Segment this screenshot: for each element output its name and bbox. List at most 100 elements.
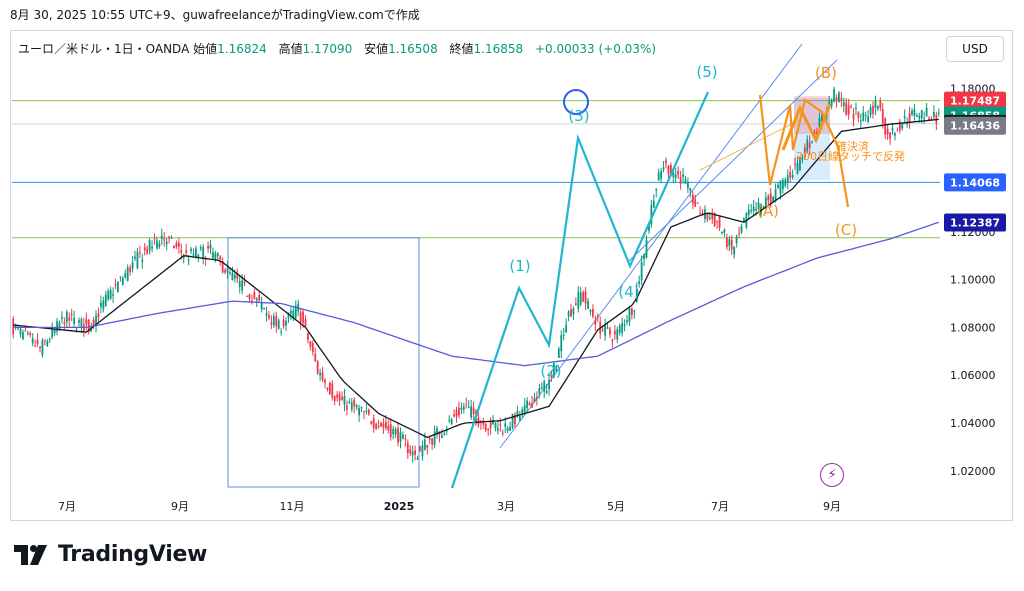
candle-body: [112, 294, 114, 296]
candle-body: [61, 316, 63, 319]
candle-body: [706, 213, 709, 220]
symbol-name[interactable]: ユーロ／米ドル・1日・OANDA: [18, 42, 190, 56]
candle-body: [896, 130, 899, 132]
candle-body: [151, 246, 153, 249]
candle-body: [392, 429, 395, 435]
trend-line: [499, 43, 803, 449]
candle-body: [275, 315, 278, 326]
candle-body: [472, 407, 475, 415]
candle-body: [747, 209, 750, 215]
candle-body: [148, 240, 151, 251]
candle-body: [353, 399, 356, 407]
candle-body: [436, 428, 438, 434]
candle-body: [70, 314, 73, 316]
candle-body: [209, 244, 212, 249]
candle-body: [280, 331, 283, 333]
candle-body: [920, 110, 923, 119]
candle-body: [611, 339, 614, 342]
candle-body: [618, 325, 621, 333]
candle-body: [662, 167, 665, 170]
currency-button[interactable]: USD: [946, 36, 1004, 62]
candle-body: [859, 120, 862, 122]
candle-body: [46, 340, 49, 346]
lightning-icon[interactable]: ⚡: [820, 463, 844, 487]
candle-body: [918, 115, 921, 119]
candle-body: [531, 403, 533, 408]
candle-body: [360, 407, 363, 409]
candle-body: [182, 255, 185, 258]
candle-body: [533, 397, 536, 403]
candle-body: [579, 292, 582, 305]
candle-body: [528, 403, 531, 406]
candle-body: [78, 320, 80, 323]
candle-body: [153, 238, 156, 240]
candle-body: [453, 414, 455, 417]
candle-body: [129, 267, 132, 272]
candle-body: [772, 196, 775, 203]
candle-body: [796, 163, 799, 174]
highlight-circle: [563, 89, 589, 115]
candle-body: [80, 319, 83, 328]
candle-body: [433, 431, 436, 446]
candle-body: [380, 422, 382, 427]
candle-body: [572, 308, 575, 315]
candle-body: [538, 388, 541, 394]
candle-body: [886, 128, 889, 135]
candle-body: [156, 240, 158, 249]
candle-body: [85, 319, 88, 325]
tradingview-logo[interactable]: TradingView: [14, 542, 207, 567]
candle-body: [467, 406, 470, 408]
candle-body: [648, 224, 650, 231]
candle-body: [272, 316, 275, 326]
candle-body: [789, 171, 792, 178]
close-value: 1.16858: [473, 42, 524, 56]
candle-body: [728, 239, 731, 246]
candle-body: [923, 118, 926, 120]
candle-body: [699, 212, 701, 214]
candle-body: [548, 379, 550, 390]
candle-body: [616, 329, 619, 340]
candle-body: [762, 206, 765, 208]
candle-body: [874, 100, 877, 109]
candle-body: [609, 328, 611, 335]
candle-body: [324, 379, 326, 383]
candle-body: [487, 429, 490, 431]
candle-body: [516, 410, 519, 417]
candle-body: [22, 332, 24, 340]
candle-body: [872, 105, 874, 114]
candle-body: [431, 438, 434, 445]
candle-body: [73, 317, 76, 324]
candle-body: [494, 423, 497, 429]
candle-body: [173, 245, 175, 249]
candle-body: [307, 333, 309, 340]
candle-body: [555, 365, 558, 372]
candle-body: [56, 320, 58, 332]
candle-body: [774, 189, 777, 202]
candle-body: [102, 300, 105, 310]
candle-body: [867, 116, 870, 122]
candle-body: [326, 387, 329, 390]
candle-body: [928, 118, 930, 121]
candle-body: [799, 157, 801, 171]
candle-body: [338, 393, 341, 401]
candle-body: [884, 118, 887, 135]
price-badge-label: 1.17487: [950, 95, 1000, 108]
abc-label: (B): [815, 64, 837, 82]
candle-body: [402, 434, 404, 439]
candle-body: [355, 405, 358, 408]
candle-body: [233, 274, 236, 279]
candle-body: [623, 324, 626, 327]
candle-body: [499, 424, 502, 426]
candle-body: [419, 446, 421, 452]
close-label: 終値: [449, 42, 474, 56]
candle-body: [63, 322, 66, 324]
candle-body: [489, 421, 492, 429]
candle-body: [694, 199, 697, 207]
candle-body: [426, 444, 429, 448]
abc-sub-wave: [781, 103, 832, 151]
candle-body: [628, 308, 631, 322]
candle-body: [862, 112, 865, 121]
candle-body: [221, 261, 224, 273]
candle-body: [828, 101, 831, 105]
